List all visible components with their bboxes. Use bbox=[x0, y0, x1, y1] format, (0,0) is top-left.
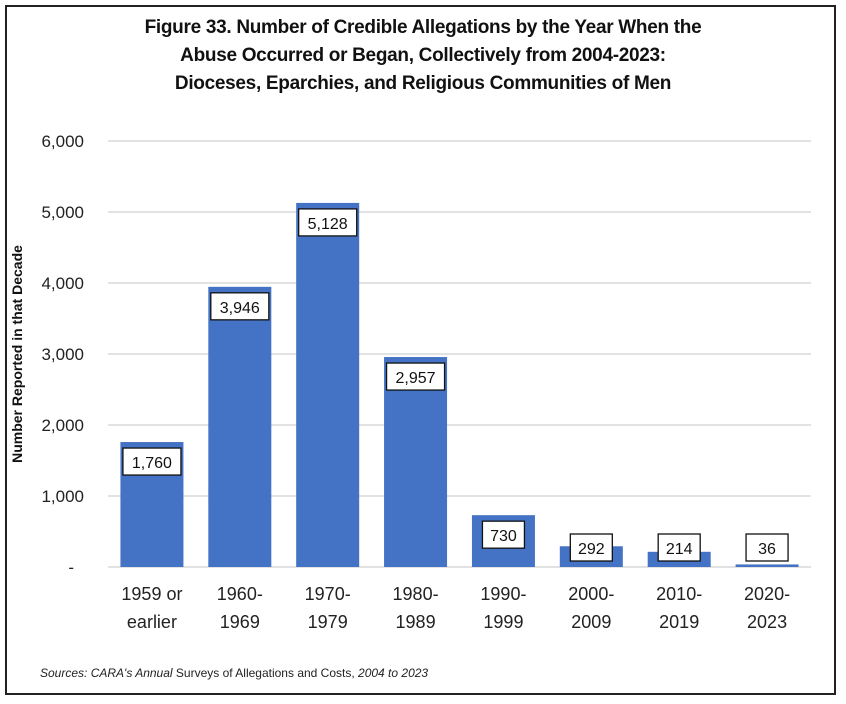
x-tick-label: earlier bbox=[127, 612, 177, 632]
data-label-text: 5,128 bbox=[308, 216, 348, 233]
data-label-text: 292 bbox=[578, 541, 605, 558]
sources-note: Sources: CARA's Annual Surveys of Allega… bbox=[40, 666, 428, 680]
data-label-box bbox=[298, 208, 358, 237]
x-tick-label: 2000- bbox=[568, 584, 614, 604]
data-label-text: 1,760 bbox=[132, 455, 172, 472]
data-label: 36 bbox=[745, 533, 789, 562]
data-label-box bbox=[481, 520, 526, 549]
data-label-text: 3,946 bbox=[220, 300, 260, 317]
x-tick-label: 2023 bbox=[747, 612, 787, 632]
sources-middle: Surveys of Allegations and Costs, bbox=[172, 666, 355, 680]
x-tick-label: 1990- bbox=[480, 584, 526, 604]
sources-prefix: Sources: CARA's Annual bbox=[40, 666, 173, 680]
bar bbox=[735, 564, 799, 567]
x-tick-label: 2019 bbox=[659, 612, 699, 632]
x-tick-label: 2010- bbox=[656, 584, 702, 604]
x-axis-ticks: 1959 or earlier 1960- 1969 1970- 1979 1980- 198… bbox=[121, 584, 790, 632]
data-label: 5,128 bbox=[298, 208, 358, 237]
data-label-box bbox=[657, 533, 701, 562]
chart-title: Figure 33. Number of Credible Allegation… bbox=[0, 14, 846, 98]
bar bbox=[384, 357, 448, 567]
data-label: 2,957 bbox=[385, 362, 446, 391]
data-label-text: 214 bbox=[666, 541, 693, 558]
bar bbox=[208, 286, 272, 567]
y-tick-label: - bbox=[68, 558, 74, 577]
x-tick-label: 1969 bbox=[220, 612, 260, 632]
data-label-text: 730 bbox=[490, 528, 517, 545]
data-label-box bbox=[569, 533, 613, 562]
data-label: 3,946 bbox=[210, 292, 270, 321]
data-label-box bbox=[122, 447, 182, 476]
bars bbox=[120, 202, 799, 568]
data-label-text: 36 bbox=[758, 541, 776, 558]
x-tick-label: 1960- bbox=[217, 584, 263, 604]
data-label: 730 bbox=[481, 520, 526, 549]
chart-title-line-1: Figure 33. Number of Credible Allegation… bbox=[144, 17, 702, 38]
data-label: 292 bbox=[569, 533, 613, 562]
x-tick-label: 1970- bbox=[305, 584, 351, 604]
y-axis-label: Number Reported in that Decade bbox=[9, 245, 25, 463]
data-label: 1,760 bbox=[122, 447, 182, 476]
data-label-box bbox=[385, 362, 446, 391]
bar bbox=[296, 202, 360, 568]
y-tick-label: 2,000 bbox=[41, 416, 84, 435]
x-tick-label: 1999 bbox=[483, 612, 523, 632]
x-tick-label: 1980- bbox=[393, 584, 439, 604]
sources-suffix: 2004 to 2023 bbox=[354, 666, 429, 680]
data-label-box bbox=[745, 533, 789, 562]
x-tick-label: 1959 or bbox=[121, 584, 182, 604]
data-labels: 1,760 3,946 5,128 2,957 730 292 214 36 bbox=[122, 208, 789, 562]
figure-frame bbox=[5, 5, 836, 695]
y-tick-label: 6,000 bbox=[41, 132, 84, 151]
y-axis-ticks: - 1,000 2,000 3,000 4,000 5,000 6,000 bbox=[41, 132, 84, 577]
data-label: 214 bbox=[657, 533, 701, 562]
x-tick-label: 2020- bbox=[744, 584, 790, 604]
y-tick-label: 4,000 bbox=[41, 274, 84, 293]
x-tick-label: 1989 bbox=[396, 612, 436, 632]
data-label-box bbox=[210, 292, 270, 321]
y-tick-label: 3,000 bbox=[41, 345, 84, 364]
chart-title-line-2: Abuse Occurred or Began, Collectively fr… bbox=[180, 45, 666, 66]
y-tick-label: 1,000 bbox=[41, 487, 84, 506]
x-tick-label: 1979 bbox=[308, 612, 348, 632]
x-tick-label: 2009 bbox=[571, 612, 611, 632]
data-label-text: 2,957 bbox=[396, 370, 436, 387]
y-tick-label: 5,000 bbox=[41, 203, 84, 222]
chart-title-line-3: Dioceses, Eparchies, and Religious Commu… bbox=[174, 73, 672, 94]
